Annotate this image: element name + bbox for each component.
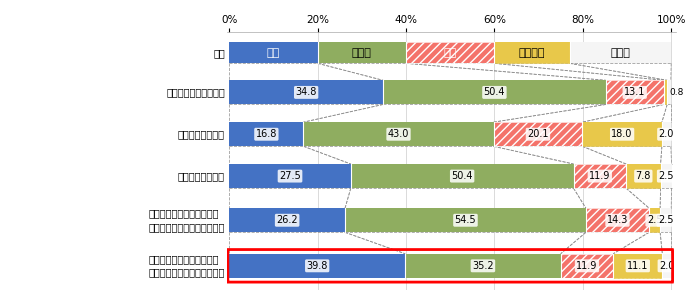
Text: （２）　基礎研究: （２） 基礎研究: [178, 129, 225, 139]
Text: （５）　新規事業に関する
　　　　商品・サービス開発: （５） 新規事業に関する 商品・サービス開発: [148, 254, 225, 278]
Text: 14.3: 14.3: [607, 215, 628, 225]
Bar: [586, 208, 649, 232]
Text: 7.8: 7.8: [636, 171, 651, 181]
Bar: [586, 208, 649, 232]
Text: 20.1: 20.1: [527, 129, 549, 139]
Text: 横ばい: 横ばい: [352, 48, 372, 58]
Text: 該当なし: 該当なし: [519, 48, 545, 58]
Bar: [304, 122, 494, 146]
Text: 2.0: 2.0: [659, 129, 674, 139]
Text: 2.0: 2.0: [659, 261, 674, 271]
Bar: [318, 42, 406, 63]
Bar: [230, 208, 345, 232]
Text: （１）　研究開発全体: （１） 研究開発全体: [166, 88, 225, 97]
Bar: [383, 80, 606, 105]
Bar: [230, 122, 304, 146]
Bar: [230, 164, 351, 188]
Text: 26.2: 26.2: [276, 215, 298, 225]
Text: 18.0: 18.0: [611, 129, 633, 139]
Text: 34.8: 34.8: [295, 88, 317, 97]
Bar: [573, 164, 626, 188]
Bar: [662, 254, 671, 278]
Text: 16.8: 16.8: [256, 129, 277, 139]
Text: 11.9: 11.9: [576, 261, 598, 271]
Bar: [649, 208, 660, 232]
Bar: [570, 42, 671, 63]
Bar: [406, 42, 494, 63]
Text: （３）　応用研究: （３） 応用研究: [178, 171, 225, 181]
Text: （４）　既存事業に関する
　　　　商品・サービス開発: （４） 既存事業に関する 商品・サービス開発: [148, 209, 225, 232]
Text: 35.2: 35.2: [472, 261, 493, 271]
Bar: [494, 42, 570, 63]
Text: 2.5: 2.5: [658, 171, 674, 181]
Bar: [230, 254, 405, 278]
Bar: [582, 122, 662, 146]
Bar: [494, 122, 582, 146]
Bar: [613, 254, 662, 278]
Bar: [626, 164, 661, 188]
Bar: [230, 42, 318, 63]
Bar: [582, 122, 662, 146]
Text: 増加: 増加: [267, 48, 280, 58]
Bar: [664, 80, 667, 105]
Text: 39.8: 39.8: [307, 261, 328, 271]
Text: 50.4: 50.4: [452, 171, 473, 181]
Bar: [662, 122, 671, 146]
Bar: [649, 208, 660, 232]
Text: 27.5: 27.5: [279, 171, 301, 181]
Text: 43.0: 43.0: [388, 129, 409, 139]
Text: 2.5: 2.5: [647, 215, 662, 225]
Bar: [230, 80, 383, 105]
Bar: [561, 254, 613, 278]
Bar: [626, 164, 661, 188]
Bar: [660, 208, 671, 232]
Bar: [606, 80, 664, 105]
Text: 50.4: 50.4: [484, 88, 505, 97]
Bar: [573, 164, 626, 188]
Text: 0.8: 0.8: [670, 88, 684, 97]
Bar: [561, 254, 613, 278]
Bar: [606, 80, 664, 105]
Bar: [345, 208, 586, 232]
Bar: [351, 164, 573, 188]
Text: 減少: 減少: [444, 48, 457, 58]
Text: 無回答: 無回答: [610, 48, 630, 58]
Bar: [664, 80, 667, 105]
Bar: [661, 164, 671, 188]
Bar: [613, 254, 662, 278]
Text: 54.5: 54.5: [455, 215, 476, 225]
Bar: [405, 254, 561, 278]
Bar: [494, 122, 582, 146]
Bar: [406, 42, 494, 63]
Bar: [667, 80, 671, 105]
Text: 2.5: 2.5: [658, 215, 673, 225]
Text: 11.1: 11.1: [627, 261, 648, 271]
Bar: [494, 42, 570, 63]
Text: 11.9: 11.9: [589, 171, 610, 181]
Text: 凡例: 凡例: [213, 48, 225, 58]
Text: 13.1: 13.1: [624, 88, 645, 97]
